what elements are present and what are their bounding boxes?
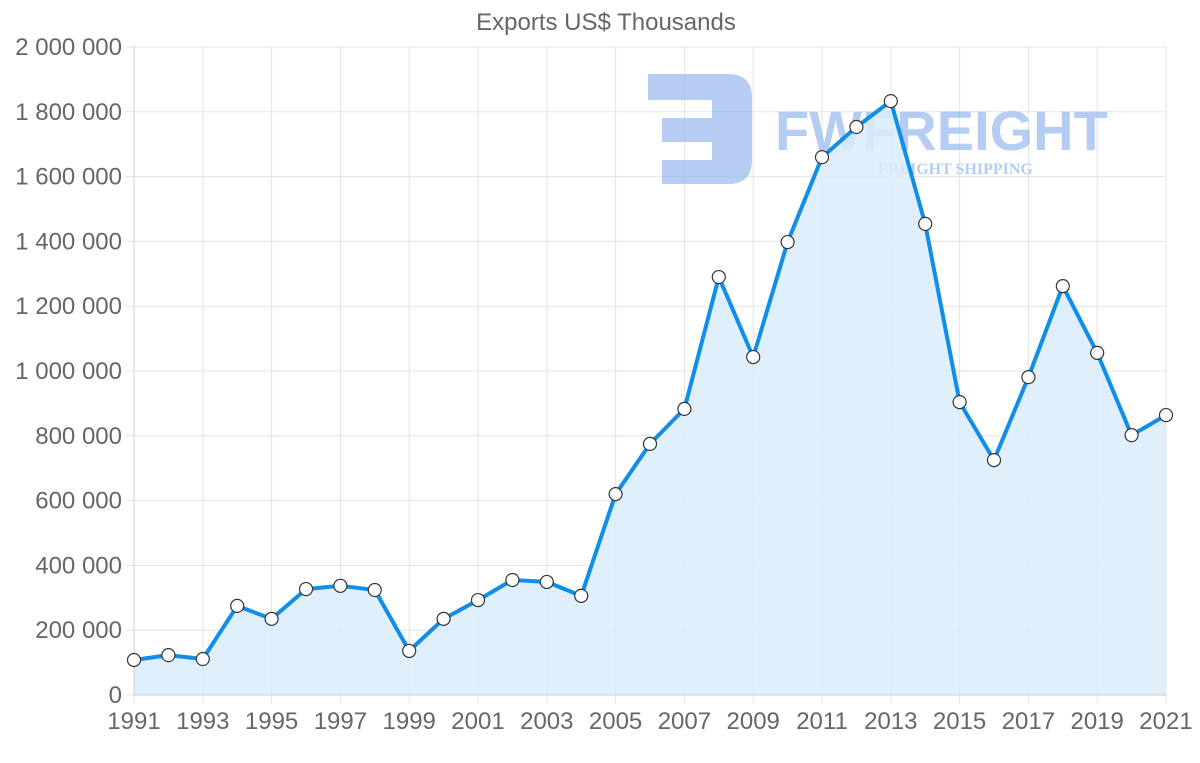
y-tick-label: 2 000 000: [15, 34, 122, 61]
brand-logo-icon: [648, 74, 752, 184]
data-point-2000[interactable]: [436, 611, 451, 626]
data-point-1999[interactable]: [402, 643, 417, 659]
data-point-1996[interactable]: [298, 581, 314, 597]
data-point-2007[interactable]: [677, 401, 692, 417]
x-tick-label: 2019: [1071, 708, 1124, 735]
data-point-2002[interactable]: [505, 572, 520, 588]
x-tick-label: 1999: [383, 708, 436, 735]
data-point-1992[interactable]: [161, 648, 176, 663]
data-point-2020[interactable]: [1124, 428, 1139, 443]
data-point-2011[interactable]: [814, 150, 830, 165]
series-area: [134, 101, 1166, 696]
data-point-2013[interactable]: [883, 94, 898, 109]
data-point-1995[interactable]: [264, 611, 279, 626]
data-point-2006[interactable]: [642, 436, 658, 451]
chart-title: Exports US$ Thousands: [476, 9, 736, 36]
data-point-2010[interactable]: [780, 234, 795, 250]
x-tick-label: 2017: [1002, 708, 1055, 735]
data-point-1991[interactable]: [126, 652, 142, 668]
x-tick-label: 2013: [864, 708, 917, 735]
x-tick-label: 2011: [796, 708, 848, 735]
data-point-2012[interactable]: [849, 119, 864, 135]
y-tick-label: 1 200 000: [15, 293, 122, 320]
data-point-1998[interactable]: [367, 582, 382, 598]
data-point-2021[interactable]: [1158, 407, 1174, 423]
data-point-2001[interactable]: [470, 592, 486, 608]
y-tick-label: 1 800 000: [15, 99, 122, 126]
x-axis-labels: 1991 1993 1995 1997 1999 2001 2003 2005 2007 2009…: [107, 708, 1192, 735]
x-tick-label: 2015: [933, 708, 986, 735]
x-tick-label: 1993: [176, 708, 229, 735]
y-tick-label: 0: [109, 682, 122, 709]
data-point-2017[interactable]: [1021, 370, 1036, 385]
y-tick-label: 200 000: [35, 617, 122, 644]
axes: [133, 47, 1166, 696]
data-point-2018[interactable]: [1055, 279, 1070, 294]
y-tick-label: 1 000 000: [15, 358, 122, 385]
y-tick-label: 1 400 000: [15, 228, 122, 255]
x-tick-label: 2005: [589, 708, 642, 735]
data-point-2016[interactable]: [986, 453, 1002, 468]
data-point-2008[interactable]: [711, 269, 726, 285]
data-point-1994[interactable]: [230, 598, 245, 614]
watermark-tagline: FREIGHT SHIPPING: [878, 161, 1033, 178]
data-point-2004[interactable]: [574, 588, 589, 603]
data-point-2015[interactable]: [952, 395, 967, 410]
area-fill: [134, 101, 1166, 696]
data-point-2019[interactable]: [1090, 345, 1105, 360]
x-tick-label: 2001: [451, 708, 504, 735]
y-tick-label: 600 000: [35, 488, 122, 515]
data-point-2009[interactable]: [746, 349, 761, 365]
x-tick-label: 2009: [727, 708, 780, 735]
x-tick-label: 2003: [520, 708, 573, 735]
data-point-2005[interactable]: [608, 487, 623, 502]
data-points: [126, 94, 1174, 668]
data-point-1993[interactable]: [195, 651, 210, 667]
y-tick-label: 800 000: [35, 423, 122, 450]
x-tick-label: 1997: [314, 708, 367, 735]
data-point-2014[interactable]: [918, 216, 933, 232]
y-tick-label: 1 600 000: [15, 164, 122, 191]
data-point-2003[interactable]: [539, 574, 554, 590]
x-tick-label: 1991: [107, 708, 160, 735]
x-tick-label: 2021: [1139, 708, 1192, 735]
data-point-1997[interactable]: [333, 578, 348, 593]
y-axis-labels: 0 200 000 400 000 600 000 800 000 1 000 000 1 …: [15, 34, 122, 709]
y-tick-label: 400 000: [35, 552, 122, 579]
x-tick-label: 1995: [245, 708, 298, 735]
x-tick-label: 2007: [658, 708, 711, 735]
